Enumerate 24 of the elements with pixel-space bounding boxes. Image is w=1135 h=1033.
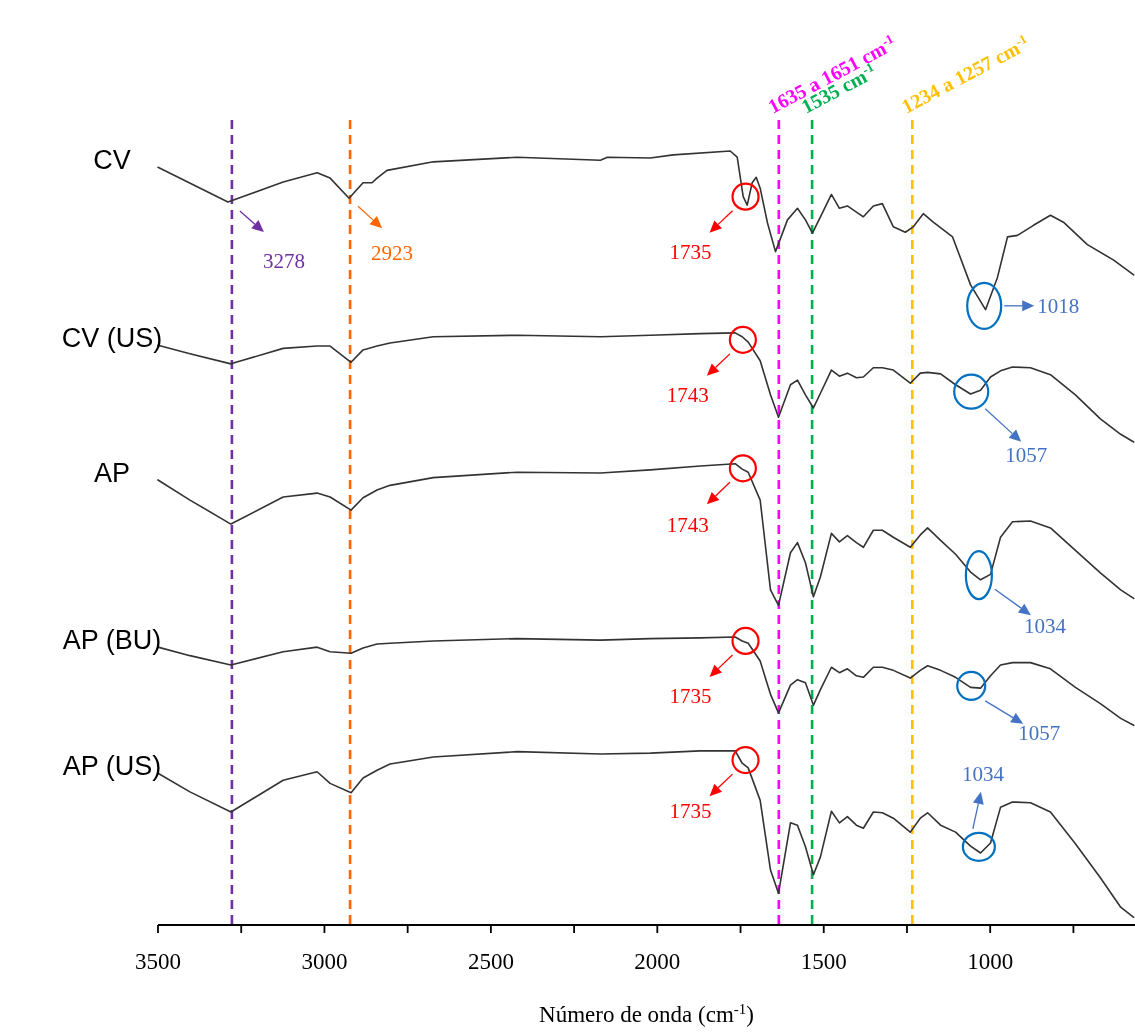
annotation: 3278 [262,249,305,274]
annotation: 1743 [666,382,709,407]
x-tick-label: 3500 [135,949,181,974]
annotation: 1057 [1018,720,1061,745]
x-tick-label: 3000 [301,949,348,974]
x-tick-label: 2500 [467,949,514,974]
annotation: 1735 [669,239,712,264]
annotation: 1018 [1037,293,1080,318]
annotation: 1034 [1023,614,1067,639]
x-axis-title: Número de onda (cm$^{-1}$) [539,1001,754,1027]
annotation: 1057 [1005,442,1048,467]
annotation: 1735 [669,799,712,824]
annotation: 2923 [371,241,414,266]
annotation: 1735 [669,683,712,708]
series-label: AP (BU) [62,625,162,656]
x-tick-label: 1500 [800,949,847,974]
annotation: 1743 [666,513,709,538]
x-tick-label: 1000 [967,949,1014,974]
series-label: AP [93,457,131,488]
series-label: CV [93,145,131,176]
series-label: AP (US) [62,751,162,782]
annotation: 1034 [961,761,1005,786]
x-tick-label: 2000 [634,949,681,974]
series-label: CV (US) [61,323,163,354]
